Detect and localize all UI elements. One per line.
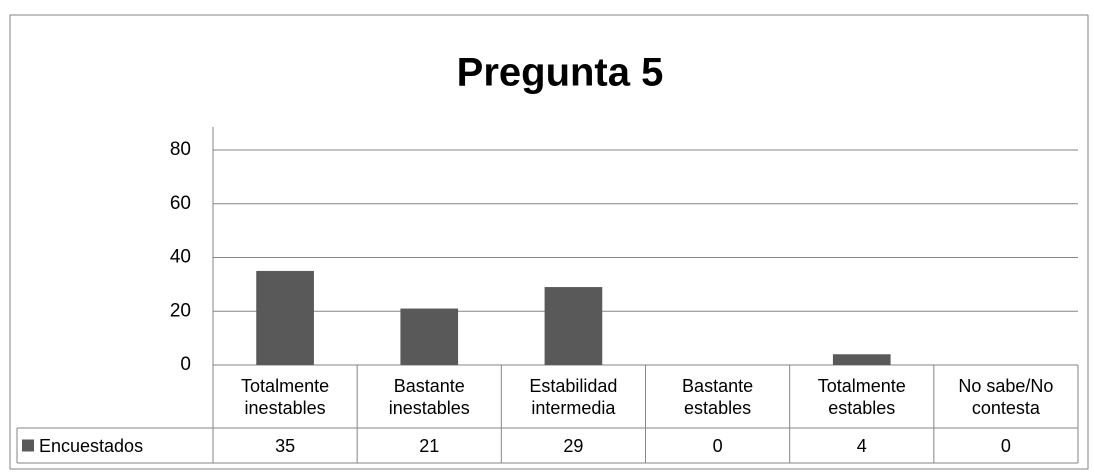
table-value: 4 <box>856 435 867 456</box>
x-tick-label: Estabilidad intermedia <box>529 375 618 418</box>
table-value: 29 <box>563 435 584 456</box>
x-tick-label: Totalmente inestables <box>241 375 330 418</box>
legend-key <box>22 439 34 452</box>
table-value: 0 <box>1000 435 1011 456</box>
y-tick-label: 80 <box>170 139 191 160</box>
x-tick-label: Bastante estables <box>682 375 754 418</box>
bar <box>400 308 459 365</box>
table-value: 35 <box>275 435 296 456</box>
bar <box>832 354 891 365</box>
x-tick-label: No sabe/No contesta <box>958 375 1054 418</box>
x-tick-label: Totalmente estables <box>817 375 906 418</box>
bar <box>544 287 603 365</box>
legend-label: Encuestados <box>39 435 144 456</box>
table-value: 0 <box>712 435 723 456</box>
y-tick-label: 60 <box>170 193 191 214</box>
chart-frame <box>9 14 1089 470</box>
y-tick-label: 20 <box>170 300 191 321</box>
x-tick-label: Bastante inestables <box>388 375 470 418</box>
bar <box>256 270 314 365</box>
chart-title: Pregunta 5 <box>457 51 664 95</box>
table-value: 21 <box>419 435 440 456</box>
y-tick-label: 40 <box>170 247 191 268</box>
y-tick-label: 0 <box>180 354 191 375</box>
